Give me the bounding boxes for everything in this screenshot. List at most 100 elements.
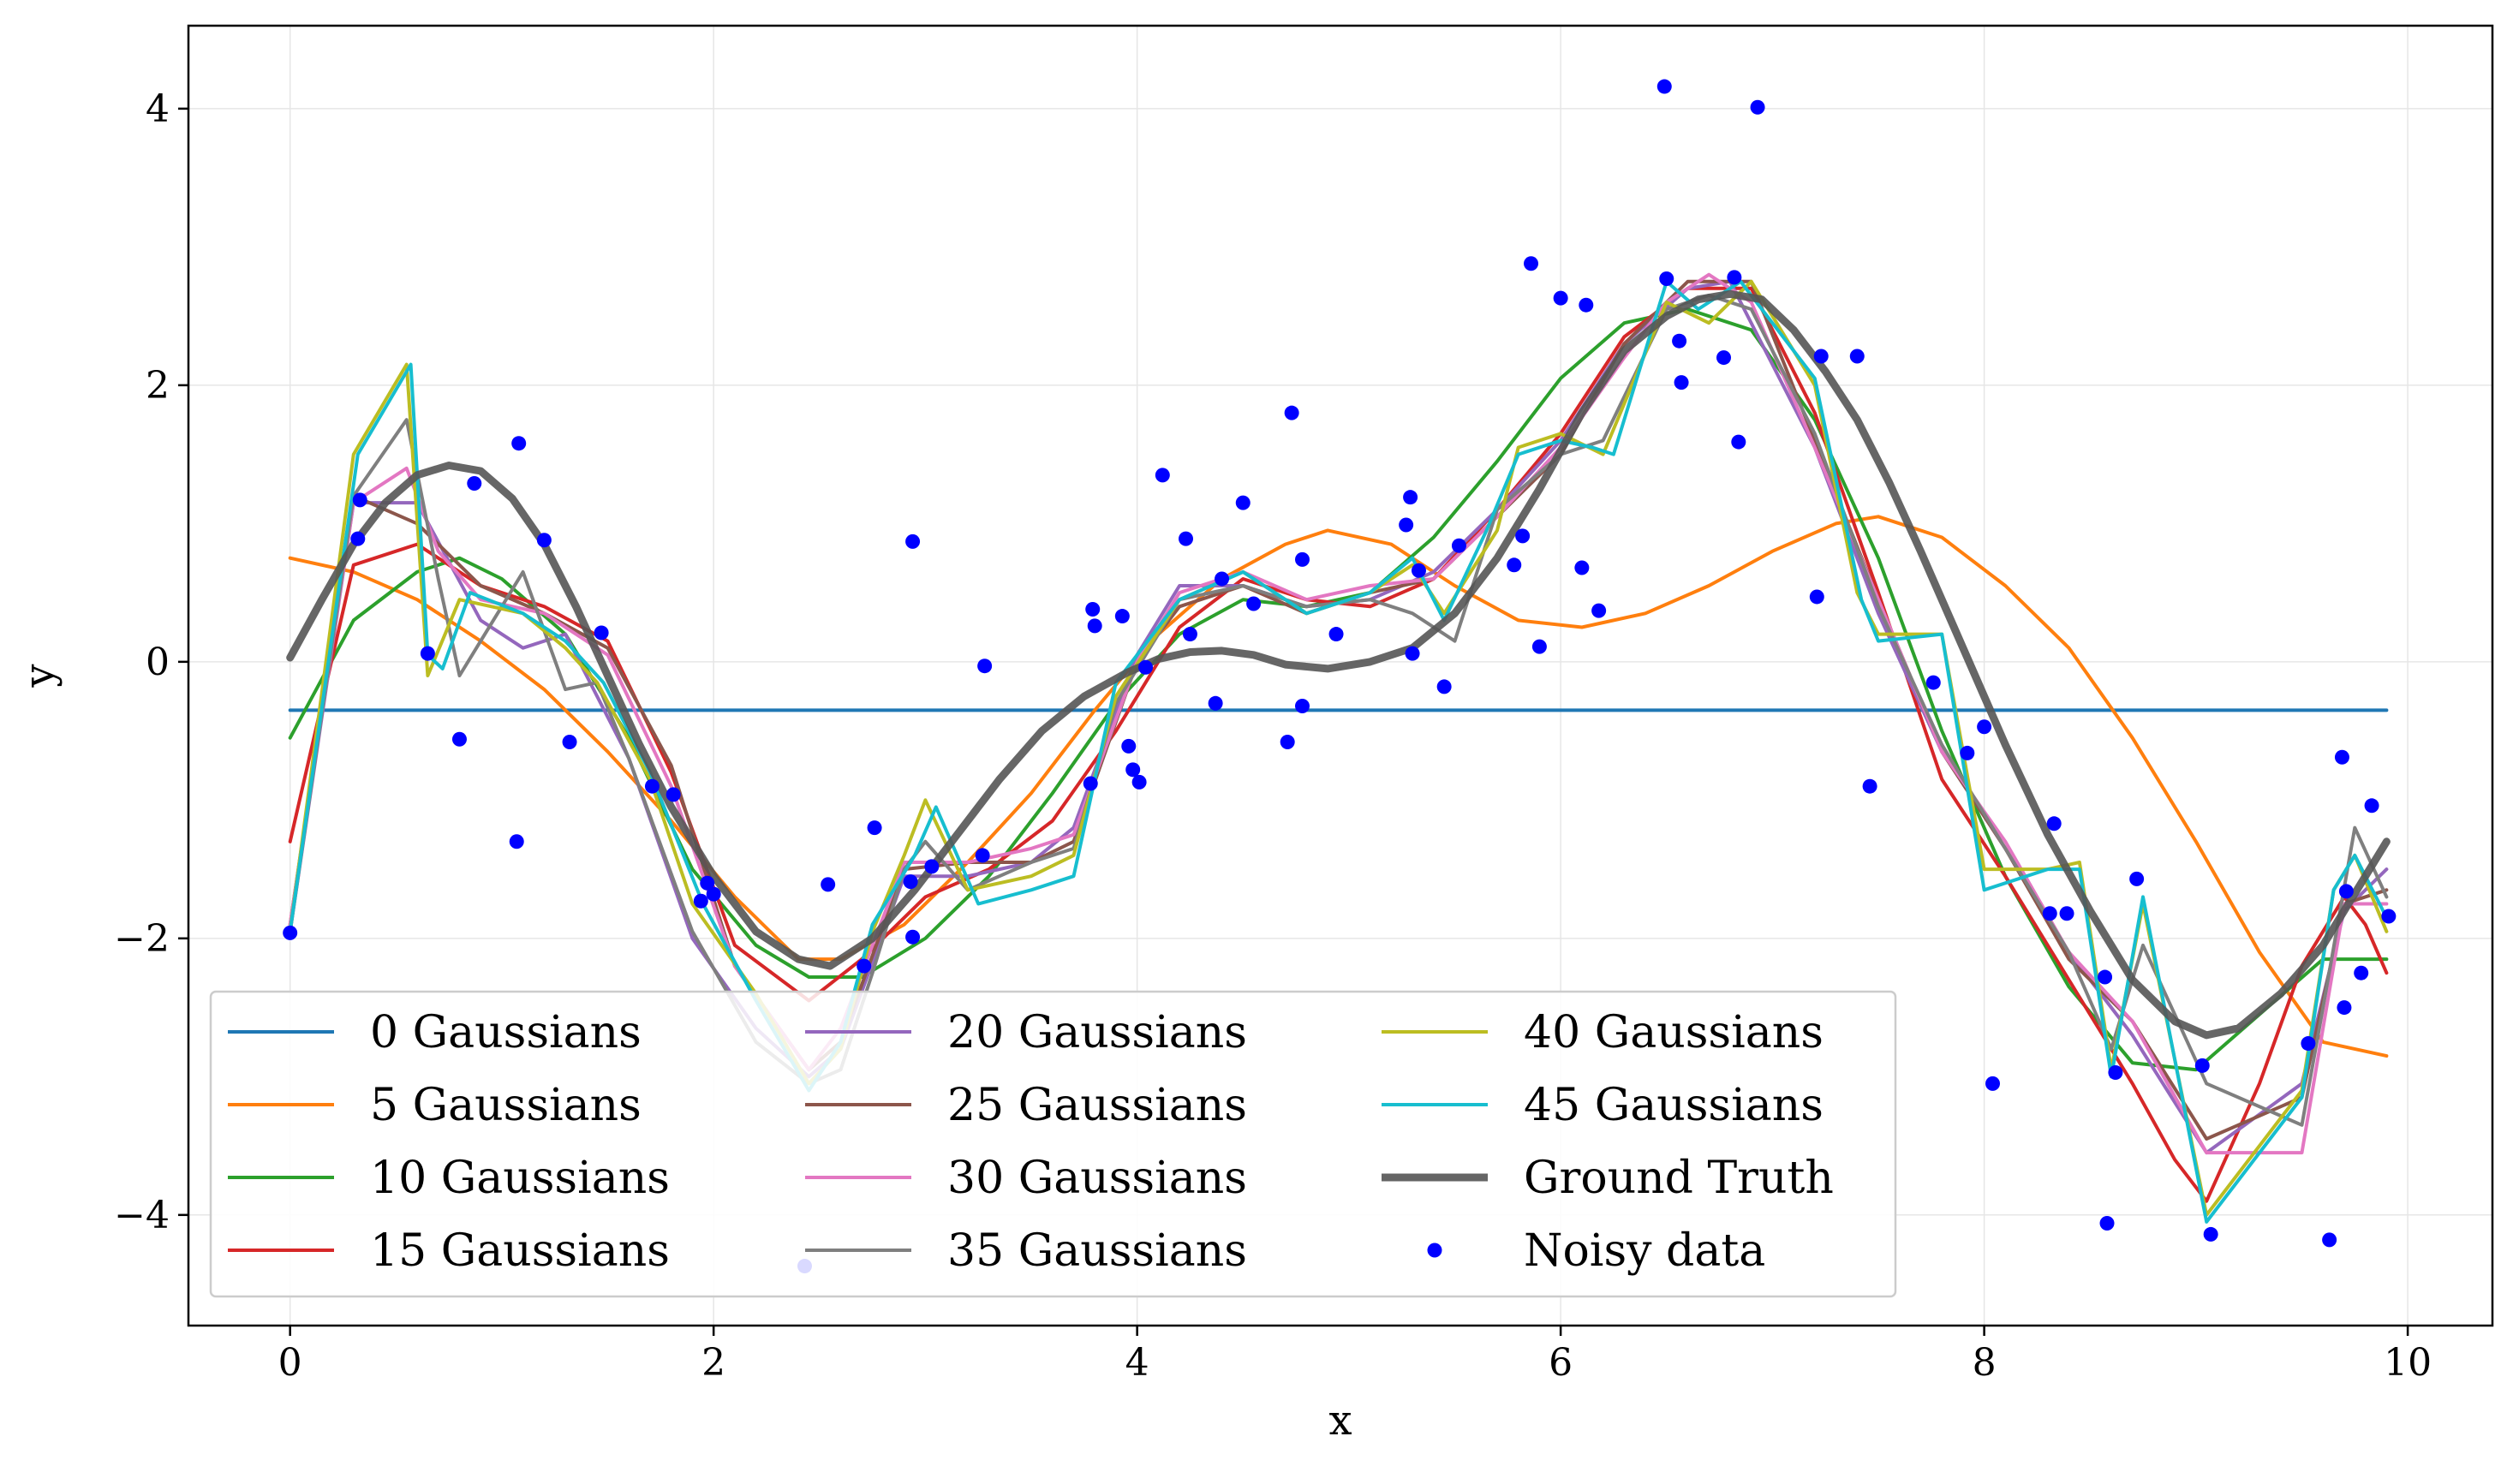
noisy-data-point xyxy=(509,834,524,849)
noisy-data-point xyxy=(2099,1215,2115,1231)
noisy-data-point xyxy=(1524,256,1539,271)
noisy-data-point xyxy=(1977,719,1992,735)
noisy-data-point xyxy=(1403,490,1418,505)
noisy-data-point xyxy=(2042,906,2057,921)
noisy-data-point xyxy=(905,929,921,945)
series-line-45-gaussians xyxy=(288,279,2389,1224)
noisy-data-point xyxy=(1280,735,1295,750)
noisy-data-point xyxy=(1125,762,1141,778)
noisy-data-point xyxy=(975,848,990,863)
x-tick-label: 10 xyxy=(2384,1341,2432,1385)
noisy-data-point xyxy=(2046,816,2062,831)
series-line-ground-truth xyxy=(286,289,2391,1040)
noisy-data-point xyxy=(2203,1226,2218,1242)
noisy-data-point xyxy=(1925,675,1941,690)
noisy-data-point xyxy=(924,859,940,874)
noisy-data-point xyxy=(1114,609,1130,624)
noisy-data-point xyxy=(1659,271,1674,287)
noisy-data-point xyxy=(420,646,435,661)
noisy-data-point xyxy=(1716,350,1732,366)
noisy-data-point xyxy=(821,877,836,892)
noisy-data-point xyxy=(1085,601,1101,617)
noisy-data-point xyxy=(1553,290,1568,306)
noisy-data-point xyxy=(644,778,660,794)
noisy-data-point xyxy=(1515,528,1531,544)
legend-label-5-gaussians: 5 Gaussians xyxy=(370,1080,642,1131)
noisy-data-point xyxy=(706,886,721,902)
plot-area xyxy=(283,79,2397,1274)
noisy-data-point xyxy=(1727,270,1742,285)
noisy-data-point xyxy=(1436,679,1452,694)
noisy-data-point xyxy=(511,436,527,451)
x-axis-label: x xyxy=(1328,1397,1352,1445)
noisy-data-point xyxy=(536,533,552,548)
noisy-data-point xyxy=(903,874,918,890)
y-axis-label: y xyxy=(15,664,63,688)
y-tick-label: 2 xyxy=(146,364,170,408)
noisy-data-point xyxy=(2059,906,2074,921)
noisy-data-point xyxy=(2108,1064,2123,1080)
legend-label-noisy-data: Noisy data xyxy=(1524,1225,1765,1277)
legend-label-0-gaussians: 0 Gaussians xyxy=(370,1007,642,1058)
legend-label-25-gaussians: 25 Gaussians xyxy=(947,1080,1247,1131)
noisy-data-point xyxy=(1138,659,1154,675)
noisy-data-point xyxy=(1862,778,1877,794)
noisy-data-point xyxy=(1656,79,1672,94)
noisy-data-point xyxy=(693,893,708,909)
legend: 0 Gaussians 5 Gaussians 10 Gaussians 15 Gau… xyxy=(209,990,1897,1298)
noisy-data-point xyxy=(1674,375,1689,390)
noisy-data-point xyxy=(283,925,298,940)
x-tick-label: 2 xyxy=(701,1341,725,1385)
x-tick-label: 0 xyxy=(278,1341,302,1385)
noisy-data-point xyxy=(1591,603,1607,618)
noisy-data-point xyxy=(1731,434,1746,450)
series-line-30-gaussians xyxy=(288,272,2389,1155)
noisy-data-point xyxy=(1809,589,1824,605)
noisy-data-point xyxy=(451,731,467,747)
noisy-data-point xyxy=(1579,297,1594,313)
noisy-data-point xyxy=(1849,349,1865,364)
noisy-data-point xyxy=(562,735,577,750)
noisy-data-point xyxy=(1411,563,1426,578)
ticks: 0 2 4 6 8 10 −4 −2 0 2 4 xyxy=(114,87,2432,1385)
noisy-data-point xyxy=(2334,749,2349,765)
noisy-data-point xyxy=(1246,596,1262,611)
noisy-data-point xyxy=(2337,1000,2352,1016)
noisy-data-point xyxy=(1507,557,1522,573)
noisy-data-point xyxy=(2338,884,2354,899)
noisy-data-point xyxy=(2129,871,2145,886)
axes-frame xyxy=(187,24,2494,1327)
noisy-data-point xyxy=(1087,618,1102,634)
noisy-data-point xyxy=(2322,1232,2337,1248)
noisy-data-point xyxy=(1284,405,1299,420)
noisy-data-point xyxy=(857,958,872,974)
legend-label-20-gaussians: 20 Gaussians xyxy=(947,1007,1247,1058)
noisy-data-point xyxy=(1813,349,1829,364)
noisy-data-point xyxy=(1294,551,1310,567)
noisy-data-point xyxy=(1451,538,1466,553)
noisy-data-point xyxy=(666,787,681,802)
noisy-data-point xyxy=(1294,699,1310,714)
noisy-data-point xyxy=(352,492,367,508)
noisy-data-point xyxy=(2354,965,2369,980)
legend-label-40-gaussians: 40 Gaussians xyxy=(1524,1007,1824,1058)
x-tick-label: 4 xyxy=(1125,1341,1149,1385)
noisy-data-point xyxy=(1672,333,1687,349)
noisy-data-point xyxy=(1155,468,1170,483)
noisy-data-point xyxy=(2194,1058,2210,1073)
series-line-5-gaussians xyxy=(288,515,2389,1058)
legend-label-35-gaussians: 35 Gaussians xyxy=(947,1225,1247,1277)
y-tick-label: −4 xyxy=(114,1194,170,1237)
legend-box xyxy=(209,990,1897,1298)
x-tick-label: 6 xyxy=(1549,1341,1573,1385)
noisy-data-point xyxy=(1215,571,1230,587)
x-tick-label: 8 xyxy=(1973,1341,1997,1385)
noisy-data-point xyxy=(2301,1036,2316,1052)
noisy-data-point xyxy=(977,659,993,674)
noisy-data-point xyxy=(1179,531,1194,546)
noisy-data-point xyxy=(1235,495,1251,510)
y-tick-label: −2 xyxy=(114,917,170,961)
noisy-data-point xyxy=(1750,99,1765,115)
y-tick-label: 4 xyxy=(146,87,170,131)
